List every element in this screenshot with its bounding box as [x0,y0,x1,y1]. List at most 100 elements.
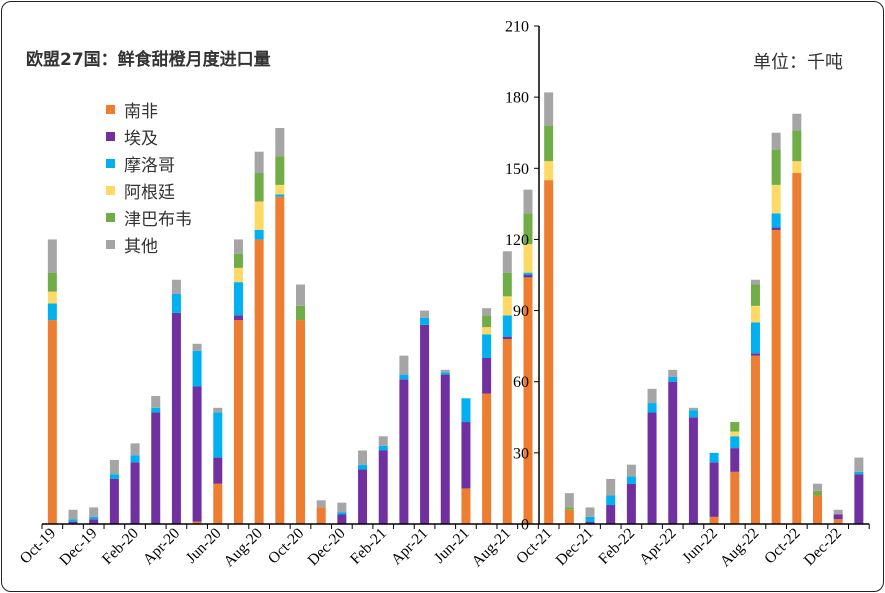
x-tick-label: Jun-20 [183,525,225,567]
bar-segment [296,320,305,524]
bar-segment [213,457,223,484]
bar-segment [833,509,843,515]
bar-segment [316,507,326,524]
bar-segment [585,507,595,517]
bar-segment [440,372,450,375]
bar-segment [233,282,243,316]
y-tick-label: 60 [513,374,529,391]
unit-label: 单位：千吨 [753,52,843,73]
bar-segment [750,353,760,356]
bar-segment [750,284,760,306]
bar-segment [668,369,678,377]
legend-label: 摩洛哥 [124,156,175,176]
bar-segment [750,322,760,354]
bar-segment [233,320,243,524]
legend: 南非 埃及 摩洛哥 阿根廷 津巴布韦 其他 [106,96,192,258]
bar-segment [709,516,719,524]
bar-segment [750,279,760,285]
bar-segment [544,161,554,181]
bar-segment [771,227,781,230]
legend-swatch [106,240,115,249]
y-tick-label: 120 [505,232,529,249]
bar-segment [233,253,243,268]
bar-segment [420,324,430,524]
y-tick-label: 0 [521,517,529,534]
bar-segment [482,393,492,524]
bar-segment [523,244,533,273]
bar-segment [482,358,492,394]
legend-swatch [106,132,115,141]
bar-segment [564,509,574,524]
bar-segment [68,521,78,524]
bar-segment [68,519,78,522]
bar-segment [523,272,533,275]
bar-segment [544,125,554,162]
x-tick-label: Feb-20 [99,525,142,568]
bar-segment [399,374,409,380]
bar-segment [89,507,99,517]
x-tick-label: Jun-21 [431,525,473,567]
bar-segment [502,296,512,316]
bar-segment [792,113,802,131]
bar-segment [47,272,57,292]
bar-segment [792,130,802,162]
bar-segment [688,407,698,411]
bar-segment [813,495,822,524]
bar-segment [109,478,119,524]
bar-segment [523,275,533,278]
bar-segment [626,483,636,524]
bar-segment [337,512,347,515]
x-tick-label: Apr-20 [140,525,184,569]
bar-segment [47,291,57,304]
bar-segment [89,519,99,524]
bar-segment [254,229,264,240]
x-tick-label: Dec-22 [801,525,845,569]
bar-segment [275,184,285,195]
bar-segment [337,502,347,513]
x-tick-label: Aug-22 [717,525,763,571]
bar-segment [213,483,223,524]
x-tick-label: Oct-22 [761,525,803,567]
bar-segment [564,507,574,510]
bar-segment [833,514,843,520]
y-tick-label: 90 [513,303,529,320]
bar-segment [771,213,781,228]
bar-segment [109,459,119,475]
legend-label: 埃及 [124,129,158,149]
bar-segment [192,521,202,524]
legend-item: 摩洛哥 [106,150,192,177]
bar-segment [254,201,264,230]
bar-segment [47,303,57,321]
bar-segment [47,239,57,273]
bar-segment [606,478,616,496]
bar-segment [813,490,822,496]
bar-segment [399,379,409,524]
bar-segment [647,388,657,404]
bar-segment [130,455,140,463]
x-tick-label: Apr-21 [388,525,431,568]
bar-segment [523,277,533,524]
bar-segment [68,509,78,520]
legend-label: 阿根廷 [124,183,175,203]
legend-label: 津巴布韦 [124,210,192,230]
bar-segment [130,462,140,524]
bar-segment [275,194,285,197]
bar-segment [750,355,760,524]
bar-segment [358,464,368,470]
bar-segment [378,445,388,451]
bar-segment [358,469,368,524]
bar-segment [275,127,285,157]
bar-segment [420,317,430,325]
bar-segment [233,239,243,254]
bar-segment [213,407,223,413]
bar-segment [109,474,119,479]
bar-segment [668,381,678,524]
x-tick-label: Dec-19 [56,525,100,569]
legend-label: 其他 [124,237,158,257]
bar-segment [440,369,450,373]
legend-swatch [106,159,115,168]
bar-segment [316,500,326,508]
bar-segment [523,213,533,245]
x-tick-label: Jun-22 [679,525,721,567]
x-tick-label: Feb-21 [347,525,390,568]
